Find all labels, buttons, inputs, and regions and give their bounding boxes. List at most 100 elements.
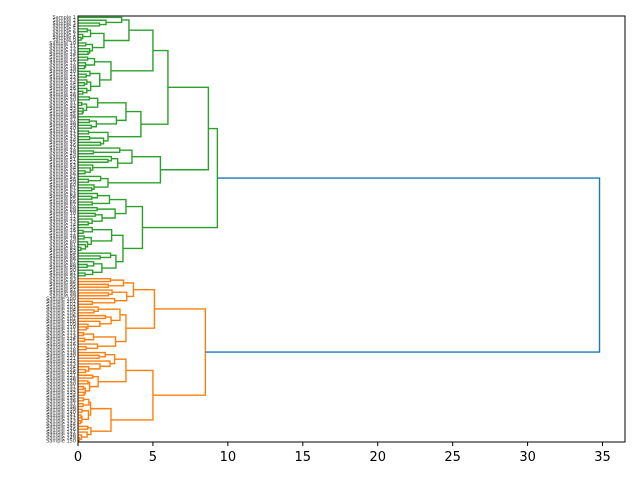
dendrogram-link bbox=[90, 407, 112, 432]
leaf-label: Sample 134 bbox=[46, 393, 76, 399]
leaf-label: Sample 141 bbox=[46, 413, 76, 419]
dendrogram-link bbox=[78, 385, 85, 391]
x-tick-label: 30 bbox=[519, 450, 536, 465]
dendrogram-link bbox=[78, 366, 90, 372]
dendrogram-link bbox=[78, 19, 107, 26]
dendrogram-link bbox=[90, 32, 105, 49]
leaf-label: Sample 124 bbox=[46, 365, 76, 371]
dendrogram-link bbox=[115, 314, 127, 343]
dendrogram-link bbox=[78, 391, 85, 396]
leaf-label: Sample 27 bbox=[49, 89, 76, 95]
dendrogram-link bbox=[78, 434, 83, 440]
dendrogram-link bbox=[78, 354, 100, 359]
leaf-label: Sample 46 bbox=[49, 143, 76, 149]
leaf-label: Sample 32 bbox=[49, 103, 76, 109]
leaf-label: Sample 92 bbox=[49, 274, 76, 280]
dendrogram-link bbox=[78, 28, 88, 33]
leaf-label: Sample 15 bbox=[49, 55, 76, 61]
leaf-label: Sample 94 bbox=[49, 279, 76, 285]
dendrogram-link bbox=[78, 50, 89, 56]
leaf-label: Sample 110 bbox=[46, 325, 76, 331]
leaf-label: Sample 3 bbox=[52, 21, 76, 27]
dendrogram-link bbox=[78, 136, 91, 141]
leaf-label: Sample 85 bbox=[49, 254, 76, 260]
dendrogram-link bbox=[86, 81, 92, 92]
x-tick-label: 35 bbox=[594, 450, 611, 465]
x-tick-label: 10 bbox=[220, 450, 237, 465]
dendrogram-link bbox=[78, 218, 93, 225]
x-axis: 0 5 10 15 20 25 30 35 bbox=[74, 442, 611, 465]
dendrogram-link bbox=[78, 167, 91, 173]
leaf-label: Sample 20 bbox=[49, 69, 76, 75]
dendrogram-link bbox=[78, 96, 91, 101]
leaf-label: Sample 72 bbox=[49, 217, 76, 223]
leaf-label: Sample 2 bbox=[52, 18, 76, 24]
leaf-label: Sample 7 bbox=[52, 32, 76, 38]
dendrogram-link bbox=[78, 260, 95, 267]
leaf-label: Sample 71 bbox=[49, 214, 76, 220]
leaf-label: Sample 14 bbox=[49, 52, 76, 58]
leaf-label: Sample 105 bbox=[46, 311, 76, 317]
dendrogram-link bbox=[78, 187, 93, 192]
dendrogram-link bbox=[140, 49, 169, 125]
leaf-label: Sample 144 bbox=[46, 421, 76, 427]
dendrogram-link bbox=[78, 414, 82, 419]
dendrogram-link bbox=[92, 194, 111, 205]
leaf-label: Sample 19 bbox=[49, 66, 76, 72]
leaf-label: Sample 59 bbox=[49, 180, 76, 186]
dendrogram-root-link bbox=[205, 177, 601, 353]
dendrogram-link bbox=[78, 150, 95, 155]
leaf-label: Sample 31 bbox=[49, 100, 76, 106]
dendrogram-link bbox=[78, 90, 84, 95]
dendrogram-link bbox=[78, 155, 113, 162]
leaf-label: Sample 100 bbox=[46, 296, 76, 302]
leaf-label: Sample 95 bbox=[49, 282, 76, 288]
leaf-label: Sample 102 bbox=[46, 302, 76, 308]
dendrogram-link bbox=[78, 269, 94, 276]
leaf-label: Sample 22 bbox=[49, 75, 76, 81]
leaf-label: Sample 133 bbox=[46, 390, 76, 396]
dendrogram-link bbox=[78, 110, 84, 115]
dendrogram-link bbox=[78, 147, 121, 154]
leaf-label: Sample 56 bbox=[49, 171, 76, 177]
leaf-label: Sample 36 bbox=[49, 115, 76, 121]
leaf-label: Sample 97 bbox=[49, 288, 76, 294]
leaf-label: Sample 33 bbox=[49, 106, 76, 112]
leaf-label: Sample 74 bbox=[49, 223, 76, 229]
leaf-label: Sample 136 bbox=[46, 399, 76, 405]
leaf-label: Sample 120 bbox=[46, 353, 76, 359]
leaf-label: Sample 99 bbox=[49, 294, 76, 300]
leaf-label: Sample 128 bbox=[46, 376, 76, 382]
leaf-label: Sample 44 bbox=[49, 137, 76, 143]
leaf-label: Sample 107 bbox=[46, 316, 76, 322]
dendrogram-link bbox=[78, 437, 81, 442]
dendrogram-link bbox=[81, 103, 88, 112]
leaf-label: Sample 67 bbox=[49, 203, 76, 209]
leaf-label: Sample 65 bbox=[49, 197, 76, 203]
dendrogram-link bbox=[111, 234, 124, 263]
leaf-label: Sample 70 bbox=[49, 211, 76, 217]
dendrogram-link bbox=[84, 236, 92, 245]
dendrogram-link bbox=[78, 101, 83, 107]
dendrogram-link bbox=[78, 363, 101, 370]
leaf-label: Sample 118 bbox=[46, 348, 76, 354]
dendrogram-link bbox=[83, 398, 90, 406]
leaf-label: Sample 30 bbox=[49, 98, 76, 104]
dendrogram-link bbox=[123, 282, 135, 298]
leaf-label: Sample 147 bbox=[46, 430, 76, 436]
dendrogram-link bbox=[78, 408, 83, 413]
x-tick-label: 25 bbox=[444, 450, 461, 465]
dendrogram-link bbox=[78, 70, 91, 77]
leaf-label: Sample 114 bbox=[46, 336, 76, 342]
leaf-label: Sample 119 bbox=[46, 350, 76, 356]
leaf-label: Sample 45 bbox=[49, 140, 76, 146]
leaf-label: Sample 66 bbox=[49, 200, 76, 206]
dendrogram-link bbox=[91, 229, 113, 242]
leaf-label: Sample 111 bbox=[46, 328, 76, 334]
dendrogram-link bbox=[78, 207, 98, 212]
dendrogram-link bbox=[78, 343, 99, 349]
leaf-label: Sample 139 bbox=[46, 407, 76, 413]
dendrogram-link bbox=[88, 131, 109, 142]
